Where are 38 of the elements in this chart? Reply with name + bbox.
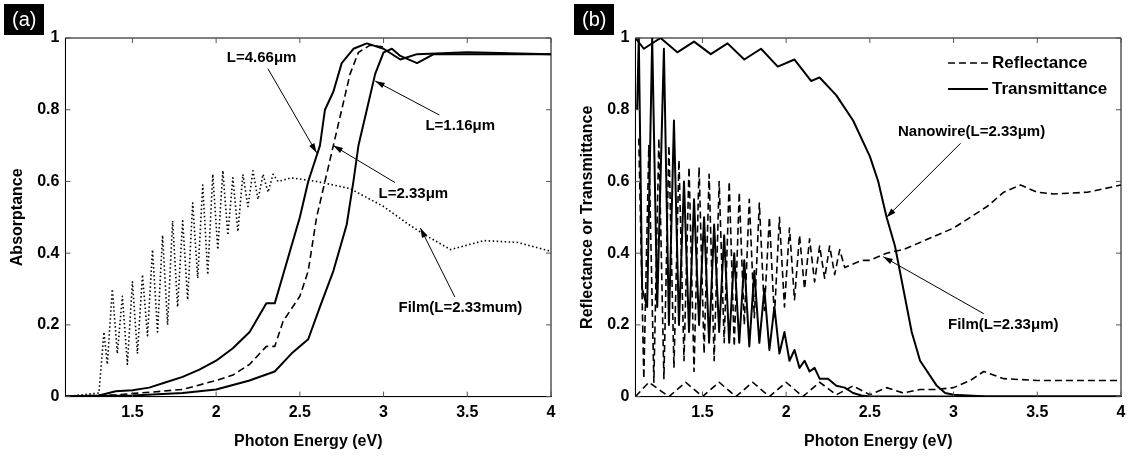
y-tick-label: 0 — [50, 387, 60, 405]
annotation: L=1.16μm — [425, 116, 496, 134]
y-tick-label: 1 — [620, 28, 630, 46]
y-tick-label: 0.2 — [607, 315, 630, 333]
y-tick-label: 0.6 — [37, 171, 60, 189]
x-tick-label: 2 — [781, 402, 791, 420]
x-axis-title: Photon Energy (eV) — [803, 431, 953, 449]
x-tick-label: 1.5 — [121, 402, 144, 420]
y-tick-label: 0.2 — [37, 315, 60, 333]
x-tick-label: 3.5 — [1026, 402, 1049, 420]
annotation: Nanowire(L=2.33μm) — [898, 122, 1046, 140]
y-tick-label: 0.8 — [37, 100, 60, 118]
x-tick-label: 3 — [949, 402, 959, 420]
y-tick-label: 0.4 — [607, 243, 630, 261]
x-tick-label: 1.5 — [691, 402, 714, 420]
x-tick-label: 2.5 — [858, 402, 882, 420]
annotation: Film(L=2.33mum) — [398, 298, 523, 316]
y-axis-title: Reflectance or Transmittance — [578, 105, 596, 329]
legend-label: Reflectance — [992, 53, 1088, 73]
annotation: L=4.66μm — [226, 47, 297, 65]
y-tick-label: 0.6 — [607, 171, 630, 189]
text: (a) — [4, 4, 45, 35]
y-tick-label: 1 — [50, 28, 60, 46]
text: (b) — [574, 4, 615, 35]
annotation: L=2.33μm — [378, 183, 449, 201]
x-tick-label: 4 — [546, 402, 556, 420]
annotation: Film(L=2.33μm) — [948, 314, 1059, 332]
x-tick-label: 2 — [211, 402, 221, 420]
x-axis-title: Photon Energy (eV) — [233, 431, 383, 449]
x-tick-label: 3 — [379, 402, 389, 420]
y-axis-title: Absorptance — [8, 168, 26, 267]
y-tick-label: 0 — [620, 387, 630, 405]
y-tick-label: 0.8 — [607, 100, 630, 118]
x-tick-label: 3.5 — [456, 402, 479, 420]
x-tick-label: 2.5 — [288, 402, 312, 420]
x-tick-label: 4 — [1116, 402, 1126, 420]
legend-label: Transmittance — [992, 79, 1108, 99]
y-tick-label: 0.4 — [37, 243, 60, 261]
